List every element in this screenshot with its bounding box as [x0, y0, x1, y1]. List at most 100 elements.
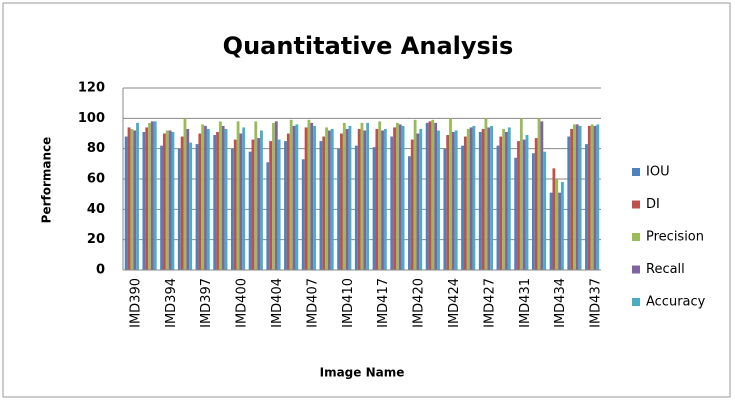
bar	[431, 119, 435, 270]
y-tick-label: 120	[78, 81, 105, 96]
legend-label: IOU	[646, 165, 670, 180]
bar	[239, 133, 243, 270]
bar	[466, 128, 470, 270]
bar	[393, 127, 396, 270]
bar	[342, 122, 346, 270]
y-axis-label: Performance	[40, 137, 54, 224]
legend-label: Accuracy	[646, 295, 706, 310]
legend-label: DI	[646, 197, 660, 212]
bar	[381, 130, 384, 270]
bar	[153, 121, 157, 270]
bar	[585, 144, 588, 270]
bar	[183, 118, 187, 270]
legend-label: Recall	[646, 262, 685, 277]
bar	[560, 182, 564, 270]
legend-swatch	[632, 200, 640, 209]
bar	[218, 121, 222, 270]
bar	[319, 141, 323, 270]
bar	[348, 125, 352, 271]
bar	[478, 131, 482, 270]
x-tick-label: IMD420	[412, 278, 427, 328]
bar	[514, 157, 518, 270]
y-tick-label: 40	[87, 202, 105, 217]
bar	[289, 119, 293, 270]
bar	[463, 136, 467, 270]
bar	[304, 127, 308, 270]
bar	[517, 141, 520, 270]
bar	[248, 151, 252, 270]
legend-swatch	[632, 298, 640, 306]
bar	[198, 133, 202, 270]
bar	[537, 118, 541, 270]
bar	[221, 125, 225, 271]
bar	[416, 133, 420, 270]
bar	[301, 159, 305, 270]
bar	[395, 122, 399, 270]
bar	[543, 151, 547, 270]
x-tick-label: IMD400	[235, 278, 250, 328]
bar	[254, 121, 258, 270]
bar	[251, 139, 255, 270]
bar	[578, 125, 582, 271]
bar	[213, 135, 217, 270]
x-tick-label: IMD397	[199, 278, 214, 328]
bar	[272, 122, 275, 270]
bar	[363, 130, 367, 270]
bar	[180, 136, 184, 270]
bar	[419, 128, 423, 270]
bar	[133, 130, 137, 270]
bar	[163, 133, 166, 270]
bar	[487, 127, 491, 270]
bar	[522, 139, 526, 270]
bar	[590, 124, 594, 271]
bar	[555, 179, 559, 270]
x-tick-label: IMD434	[553, 278, 568, 328]
legend-swatch	[632, 168, 640, 176]
x-tick-label: IMD427	[482, 278, 497, 328]
bar	[570, 128, 574, 270]
bar	[449, 118, 452, 270]
bar	[390, 136, 394, 270]
bar	[236, 121, 240, 270]
bar	[269, 141, 273, 270]
bar	[242, 127, 246, 270]
x-tick-label: IMD424	[447, 278, 462, 328]
x-axis-label: Image Name	[320, 366, 405, 380]
bar	[286, 133, 290, 270]
bar	[124, 136, 128, 270]
bar	[507, 127, 511, 270]
bar	[378, 121, 382, 270]
bar	[257, 138, 261, 270]
bar	[531, 153, 535, 270]
bar	[596, 124, 600, 271]
bar	[186, 128, 190, 270]
bar	[549, 192, 553, 270]
y-tick-label: 60	[87, 172, 105, 187]
x-tick-label: IMD407	[305, 278, 320, 328]
x-tick-label: IMD431	[518, 278, 533, 328]
x-tick-label: IMD390	[128, 278, 143, 328]
bar	[499, 136, 503, 270]
bar	[345, 128, 349, 270]
bar	[425, 122, 429, 270]
bar	[372, 147, 376, 270]
bar	[573, 124, 576, 271]
bar	[575, 124, 579, 271]
bar	[206, 128, 210, 270]
bar	[127, 127, 131, 270]
bar	[224, 128, 228, 270]
legend-label: Precision	[646, 230, 704, 245]
bar	[552, 168, 556, 270]
bar	[593, 125, 597, 271]
bar	[325, 127, 329, 270]
y-tick-label: 80	[87, 141, 105, 156]
bar	[130, 128, 134, 270]
bar	[136, 122, 139, 270]
bar	[519, 118, 523, 270]
bar	[142, 131, 146, 270]
bar	[357, 128, 361, 270]
bar	[328, 130, 331, 270]
bar	[461, 145, 464, 270]
bar	[274, 121, 278, 270]
